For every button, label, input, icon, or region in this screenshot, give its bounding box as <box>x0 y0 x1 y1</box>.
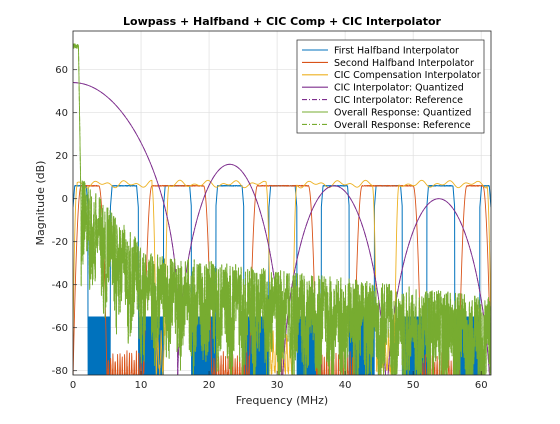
x-tick-label: 30 <box>271 380 284 391</box>
legend-entry: Second Halfband Interpolator <box>334 58 474 69</box>
x-tick-label: 50 <box>407 380 420 391</box>
y-tick-label: -20 <box>52 237 68 248</box>
y-tick-label: -40 <box>52 280 68 291</box>
legend-entry: Overall Response: Quantized <box>334 107 471 118</box>
chart-title: Lowpass + Halfband + CIC Comp + CIC Inte… <box>123 15 442 28</box>
legend: First Halfband Interpolator Second Halfba… <box>296 39 485 134</box>
legend-entry: CIC Compensation Interpolator <box>334 70 481 81</box>
x-axis-label: Frequency (MHz) <box>236 394 328 407</box>
legend-box <box>296 39 485 134</box>
y-axis-label: Magnitude (dB) <box>34 161 47 246</box>
legend-entry: CIC Interpolator: Quantized <box>334 83 464 94</box>
x-tick-label: 0 <box>70 380 76 391</box>
series-line-overall-response-reference <box>73 43 491 375</box>
x-tick-label: 20 <box>203 380 216 391</box>
x-tick-label: 40 <box>339 380 352 391</box>
axis-ticks: 0 10 20 30 40 50 60 -80 -60 -40 -20 0 20 40 60 <box>52 65 488 391</box>
x-tick-label: 10 <box>135 380 148 391</box>
series-line-cic-interpolator-reference <box>73 82 490 375</box>
y-tick-label: 40 <box>55 108 68 119</box>
y-tick-label: 20 <box>55 151 68 162</box>
y-tick-label: 0 <box>62 194 68 205</box>
x-tick-label: 60 <box>475 380 488 391</box>
legend-entry: Overall Response: Reference <box>334 120 471 131</box>
y-tick-label: -60 <box>52 323 68 334</box>
series-layer <box>73 43 491 375</box>
y-tick-label: 60 <box>55 65 68 76</box>
legend-entry: CIC Interpolator: Reference <box>334 95 463 106</box>
legend-entry: First Halfband Interpolator <box>334 45 459 56</box>
series-line-second-halfband-interpolator <box>73 184 491 375</box>
plot-frame <box>72 30 492 376</box>
y-tick-label: -80 <box>52 366 68 377</box>
